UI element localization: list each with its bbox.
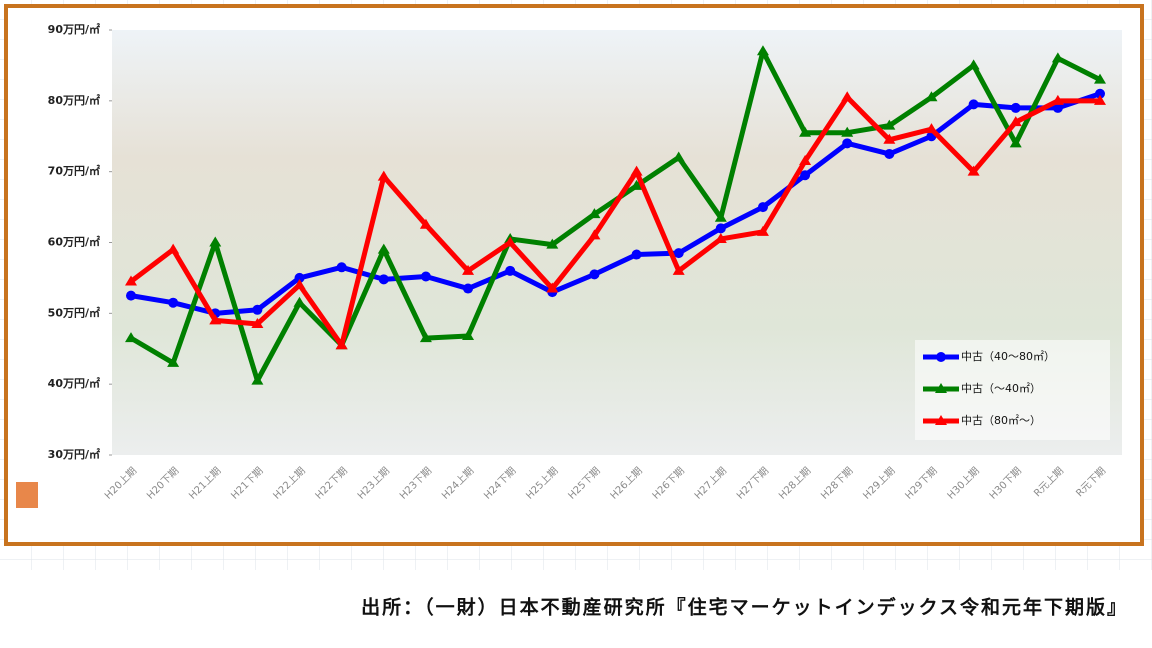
point: [377, 170, 390, 181]
point: [883, 133, 896, 144]
point: [377, 243, 390, 254]
point: [335, 339, 348, 350]
source: 出所：（一財）日本不動産研究所『住宅マーケットインデックス令和元年下期版』: [361, 596, 1128, 619]
point: [251, 374, 264, 385]
point: [883, 119, 896, 130]
point: [630, 179, 643, 190]
series-line: [129, 94, 1100, 348]
point: [419, 218, 432, 229]
point: [209, 236, 222, 247]
point: [252, 304, 263, 315]
point: [168, 297, 179, 308]
legend-label: 中古（～40㎡）: [961, 382, 1041, 395]
point: [378, 274, 389, 285]
point: [631, 249, 642, 260]
y-tick-label: 90万円/㎡: [48, 22, 100, 36]
icon: [16, 482, 38, 508]
point: [251, 317, 264, 328]
source-area: [0, 570, 1152, 648]
point: [714, 211, 727, 222]
point: [462, 264, 475, 275]
legend-marker: [936, 352, 946, 362]
point: [462, 330, 475, 340]
point: [968, 99, 979, 110]
point: [841, 91, 854, 102]
point: [126, 290, 136, 301]
y-tick-label: 40万円/㎡: [48, 376, 100, 390]
point: [167, 243, 180, 254]
point: [673, 248, 684, 259]
point: [504, 236, 517, 247]
point: [546, 238, 559, 249]
point: [967, 165, 980, 176]
point: [715, 223, 726, 234]
y-tick-label: 80万円/㎡: [48, 93, 100, 107]
y-tick-label: 70万円/㎡: [48, 164, 100, 178]
point: [672, 264, 685, 275]
point: [1052, 102, 1063, 113]
legend-marker: [935, 415, 947, 425]
legend-marker: [935, 383, 947, 393]
point: [294, 272, 305, 283]
point: [336, 262, 347, 273]
point: [841, 126, 854, 137]
point: [925, 91, 938, 102]
point: [1095, 88, 1105, 99]
point: [757, 202, 768, 213]
point: [967, 59, 980, 70]
point: [925, 123, 938, 134]
legend-label: 中古（80㎡～）: [961, 414, 1041, 427]
point: [505, 265, 516, 276]
point: [125, 332, 137, 343]
point: [1094, 73, 1106, 84]
y-tick-label: 50万円/㎡: [48, 305, 100, 319]
point: [1010, 102, 1021, 113]
point: [293, 296, 306, 307]
legend-label: 中古（40～80㎡）: [961, 350, 1055, 363]
point: [630, 165, 643, 176]
point: [209, 314, 222, 325]
point: [672, 151, 685, 162]
point: [588, 229, 601, 240]
point: [756, 45, 769, 56]
point: [799, 126, 812, 137]
point: [589, 269, 600, 280]
point: [167, 356, 180, 367]
y-tick-label: 60万円/㎡: [48, 235, 100, 249]
point: [714, 232, 727, 243]
point: [420, 271, 431, 282]
point: [463, 283, 474, 294]
point: [799, 155, 812, 166]
point: [1051, 52, 1064, 63]
point: [800, 170, 811, 181]
point: [419, 332, 432, 343]
y-tick-label: 30万円/㎡: [48, 447, 100, 461]
point: [588, 208, 601, 219]
point: [546, 282, 559, 293]
point: [842, 138, 853, 149]
point: [1051, 94, 1064, 105]
point: [1009, 116, 1022, 127]
point: [756, 225, 769, 236]
point: [293, 279, 306, 289]
point: [1009, 137, 1022, 148]
series-line: [130, 91, 1101, 316]
point: [1094, 94, 1106, 105]
point: [125, 275, 137, 286]
point: [884, 148, 895, 159]
